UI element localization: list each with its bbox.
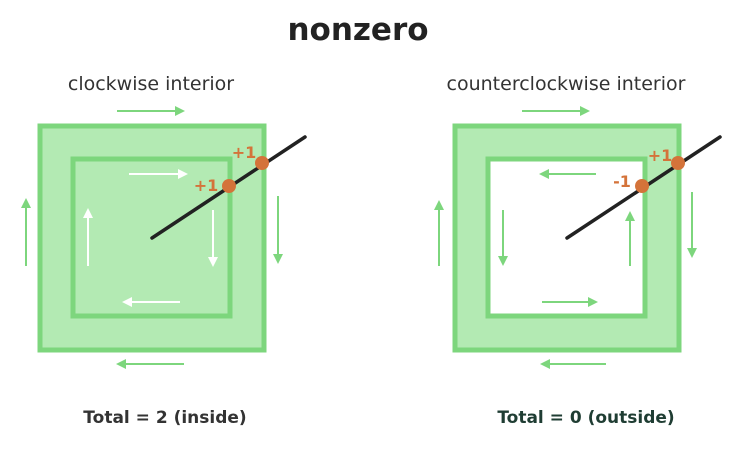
left-crossing-dot-inner [222, 179, 236, 193]
right-total: Total = 0 (outside) [497, 408, 674, 428]
diagram-title: nonzero [287, 12, 428, 48]
right-panel-label: counterclockwise interior [447, 73, 686, 95]
right-crossing-dot-outer [671, 156, 685, 170]
right-crossing-label-inner: -1 [613, 172, 631, 191]
left-crossing-dot-outer [255, 156, 269, 170]
right-crossing-dot-inner [635, 179, 649, 193]
left-crossing-label-inner: +1 [194, 176, 219, 195]
left-panel: clockwise interior +1 +1 Total = 2 (insi… [21, 73, 307, 428]
right-panel: counterclockwise interior +1 -1 Total = … [434, 73, 722, 428]
left-panel-label: clockwise interior [68, 73, 234, 95]
left-crossing-label-outer: +1 [232, 143, 257, 162]
left-total: Total = 2 (inside) [83, 408, 246, 428]
right-crossing-label-outer: +1 [648, 146, 673, 165]
